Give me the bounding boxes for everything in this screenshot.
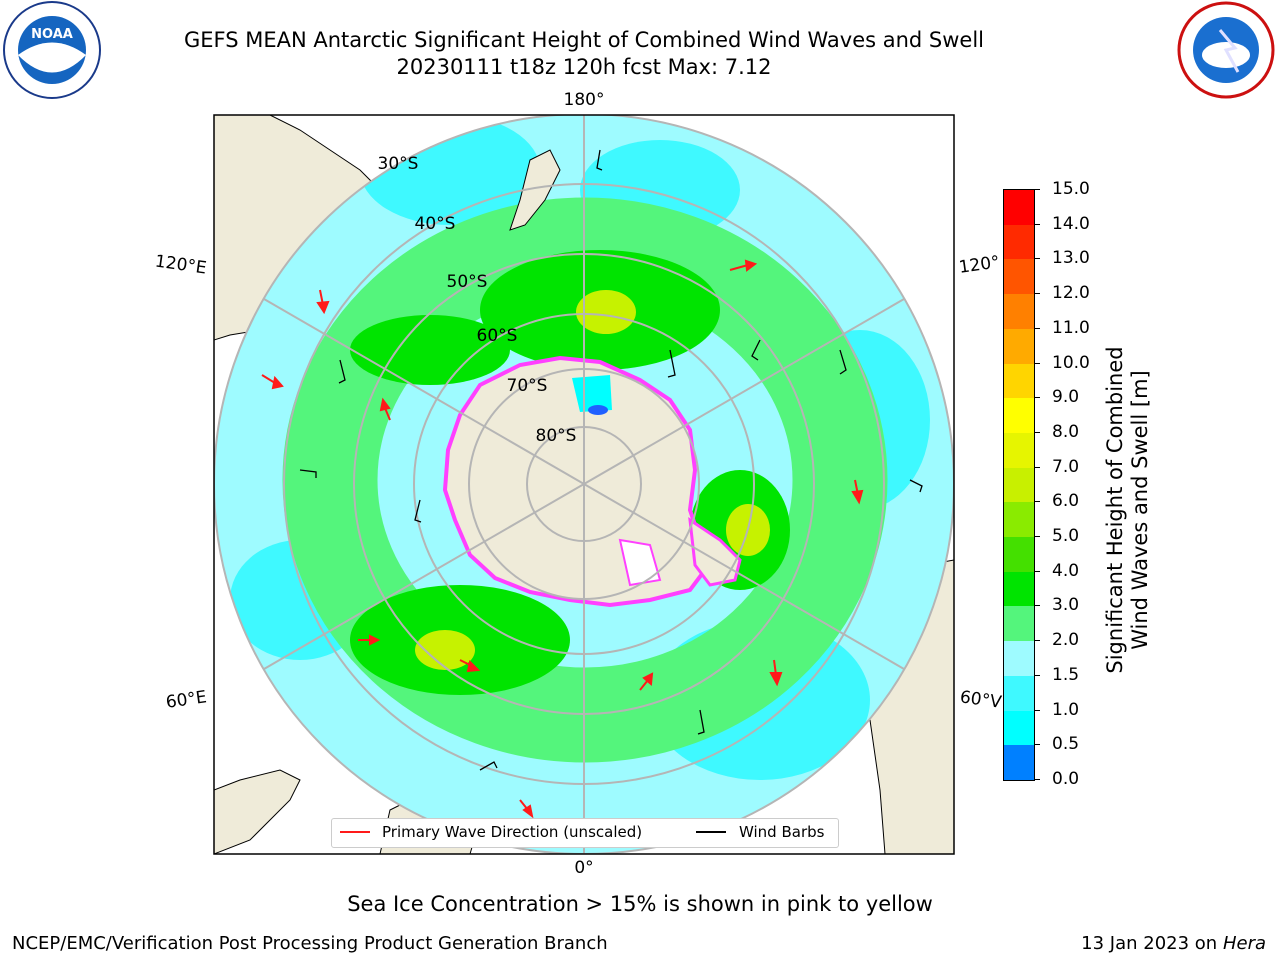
noaa-logo: NOAA <box>3 1 101 99</box>
lon-label-lower-left: 60°E <box>165 687 208 712</box>
colorbar-tick-mark <box>1034 431 1040 433</box>
colorbar-segment <box>1004 259 1034 295</box>
colorbar-tick-mark <box>1034 605 1040 607</box>
colorbar-tick-mark <box>1034 536 1040 538</box>
new-zealand-land <box>509 149 561 231</box>
africa-land <box>214 769 301 854</box>
lat-label-30s: 30°S <box>378 154 419 174</box>
colorbar-tick-mark <box>1034 327 1040 329</box>
legend-barb-swatch <box>696 831 726 833</box>
map-frame <box>213 114 955 855</box>
colorbar-tick-mark <box>1034 258 1040 260</box>
nws-logo <box>1177 1 1275 99</box>
lon-label-top: 180° <box>564 90 605 110</box>
footer-date-text: 13 Jan 2023 on <box>1081 933 1223 954</box>
colorbar-tick-label: 0.0 <box>1052 769 1080 789</box>
colorbar-tick-label: 14.0 <box>1052 213 1090 234</box>
legend-wave-label: Primary Wave Direction (unscaled) <box>382 823 643 841</box>
footer-date: 13 Jan 2023 on Hera <box>1081 933 1266 954</box>
weddell-ice <box>618 538 662 587</box>
colorbar-tick-mark <box>1034 570 1040 572</box>
wave-arrows <box>261 259 864 819</box>
map-panel <box>214 115 954 854</box>
colorbar-tick-mark <box>1034 293 1040 295</box>
colorbar-segment <box>1004 190 1034 226</box>
legend-barb-label: Wind Barbs <box>739 823 825 841</box>
colorbar-segment <box>1004 606 1034 642</box>
map-legend: Primary Wave Direction (unscaled) Wind B… <box>331 818 839 848</box>
colorbar <box>1003 189 1035 781</box>
colorbar-tick-mark <box>1034 362 1040 364</box>
ross-sea-ice <box>572 375 612 412</box>
colorbar-tick-label: 11.0 <box>1052 317 1090 338</box>
footer-host: Hera <box>1222 933 1266 954</box>
colorbar-tick-mark <box>1034 223 1040 225</box>
colorbar-segment <box>1004 467 1034 503</box>
colorbar-segment <box>1004 363 1034 399</box>
lat-label-40s: 40°S <box>415 214 456 234</box>
colorbar-tick-label: 6.0 <box>1052 491 1080 512</box>
colorbar-segment <box>1004 745 1034 781</box>
lat-label-80s: 80°S <box>536 426 577 446</box>
colorbar-segment <box>1004 537 1034 573</box>
colorbar-label-line2: Wind Waves and Swell [m] <box>1128 370 1152 650</box>
colorbar-segment <box>1004 398 1034 434</box>
lon-label-upper-left: 120°E <box>154 252 208 279</box>
footer-org: NCEP/EMC/Verification Post Processing Pr… <box>12 933 608 954</box>
colorbar-segment <box>1004 571 1034 607</box>
antarctica-land <box>442 355 708 608</box>
colorbar-segment <box>1004 294 1034 330</box>
lon-label-lower-right: 60°V <box>959 687 1004 713</box>
colorbar-tick-mark <box>1034 779 1040 780</box>
colorbar-tick-mark <box>1034 674 1040 676</box>
colorbar-tick-label: 15.0 <box>1052 179 1090 199</box>
colorbar-tick-label: 9.0 <box>1052 387 1080 408</box>
legend-wave-swatch <box>340 831 370 833</box>
colorbar-tick-mark <box>1034 397 1040 399</box>
colorbar-tick-label: 4.0 <box>1052 560 1080 581</box>
colorbar-label-line1: Significant Height of Combined <box>1103 346 1127 674</box>
colorbar-tick-label: 10.0 <box>1052 352 1090 373</box>
colorbar-tick-label: 1.0 <box>1052 699 1080 720</box>
colorbar-segment <box>1004 675 1034 712</box>
lon-label-bottom: 0° <box>574 858 593 878</box>
colorbar-tick-label: 12.0 <box>1052 283 1090 304</box>
wind-barbs <box>299 149 923 771</box>
colorbar-tick-mark <box>1034 640 1040 642</box>
colorbar-segment <box>1004 502 1034 538</box>
colorbar-segment <box>1004 432 1034 469</box>
colorbar-tick-mark <box>1034 189 1040 190</box>
sea-ice-note: Sea Ice Concentration > 15% is shown in … <box>347 892 933 916</box>
svg-text:NOAA: NOAA <box>31 27 73 42</box>
colorbar-tick-label: 8.0 <box>1052 421 1080 442</box>
colorbar-tick-label: 2.0 <box>1052 630 1080 651</box>
lat-label-60s: 60°S <box>477 326 518 346</box>
colorbar-segment <box>1004 641 1034 677</box>
lon-label-upper-right: 120° <box>958 252 1001 278</box>
colorbar-tick-mark <box>1034 709 1040 711</box>
colorbar-tick-label: 3.0 <box>1052 595 1080 616</box>
colorbar-tick-label: 5.0 <box>1052 526 1080 547</box>
lat-label-70s: 70°S <box>507 376 548 396</box>
colorbar-tick-mark <box>1034 501 1040 503</box>
colorbar-segment <box>1004 328 1034 365</box>
lat-label-50s: 50°S <box>447 272 488 292</box>
colorbar-tick-label: 1.5 <box>1052 664 1080 685</box>
colorbar-tick-mark <box>1034 744 1040 746</box>
chart-title: GEFS MEAN Antarctic Significant Height o… <box>183 28 985 52</box>
graticule <box>214 115 954 854</box>
colorbar-segment <box>1004 224 1034 260</box>
colorbar-label: Significant Height of Combined Wind Waves… <box>1103 300 1153 720</box>
chart-subtitle-run: 20230111 t18z 120h fcst Max: 7.12 <box>396 55 772 79</box>
colorbar-tick-mark <box>1034 466 1040 468</box>
colorbar-tick-label: 13.0 <box>1052 248 1090 269</box>
colorbar-segments <box>1004 190 1034 781</box>
colorbar-segment <box>1004 710 1034 746</box>
antarctic-peninsula <box>688 516 742 587</box>
colorbar-tick-label: 0.5 <box>1052 734 1080 755</box>
colorbar-tick-label: 7.0 <box>1052 456 1080 477</box>
